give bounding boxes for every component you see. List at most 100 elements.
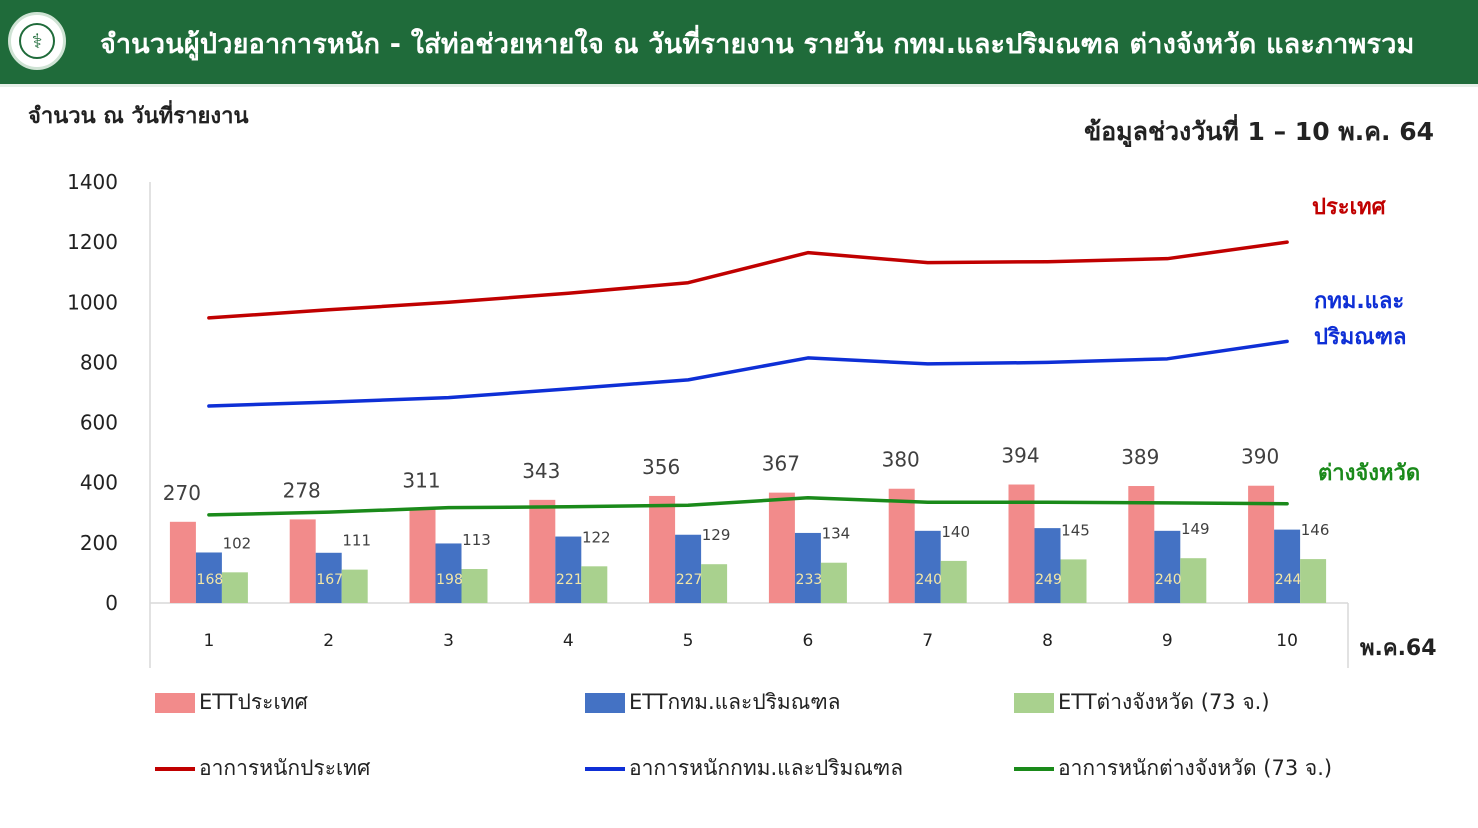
x-tick-label: 6 xyxy=(802,631,813,651)
bar-label-ett-bkk: 240 xyxy=(915,572,942,588)
bar-label-ett-bkk: 249 xyxy=(1035,572,1062,588)
bar-2 xyxy=(1300,559,1327,603)
legend-line-province: อาการหนักต่างจังหวัด (73 จ.) xyxy=(1014,752,1332,785)
bar-1 xyxy=(195,552,222,603)
y-tick-label: 600 xyxy=(80,411,118,435)
legend-label-line-country: อาการหนักประเทศ xyxy=(199,756,371,780)
bar-label-ett-province: 122 xyxy=(582,528,611,546)
legend-label-line-bkk: อาการหนักกทม.และปริมณฑล xyxy=(629,756,904,780)
bar-label-ett-country: 394 xyxy=(1001,444,1039,468)
x-tick-label: 5 xyxy=(683,631,694,651)
x-tick-label: 1 xyxy=(203,631,214,651)
x-tick-label: 2 xyxy=(323,631,334,651)
bar-label-ett-province: 145 xyxy=(1061,521,1090,539)
legend-line-country: อาการหนักประเทศ xyxy=(155,752,370,785)
bar-label-ett-bkk: 233 xyxy=(796,572,823,588)
bar-label-ett-bkk: 240 xyxy=(1155,572,1182,588)
bar-label-ett-bkk: 167 xyxy=(316,572,343,588)
x-tick-label: 9 xyxy=(1162,631,1173,651)
legend-swatch-ett-country xyxy=(155,692,195,713)
x-tick-label: 4 xyxy=(563,631,574,651)
bar-2 xyxy=(1060,559,1087,603)
legend-ett-country: ETTประเทศ xyxy=(155,686,308,719)
bar-1 xyxy=(555,536,582,603)
y-tick-label: 800 xyxy=(80,350,118,374)
y-tick-label: 1200 xyxy=(67,230,118,254)
bar-label-ett-country: 389 xyxy=(1121,445,1159,469)
legend-ett-bkk: ETTกทม.และปริมณฑล xyxy=(585,686,841,719)
bar-1 xyxy=(1274,529,1301,603)
legend-label-ett-country: ETTประเทศ xyxy=(199,690,308,714)
y-tick-label: 0 xyxy=(105,591,118,615)
y-tick-label: 1400 xyxy=(67,170,118,194)
caduceus-icon: ⚕ xyxy=(31,29,43,53)
bar-1 xyxy=(914,530,941,603)
bar-0 xyxy=(1128,486,1155,603)
x-tick-label: 7 xyxy=(922,631,933,651)
legend-swatch-ett-bkk xyxy=(585,692,625,713)
bar-0 xyxy=(1008,484,1035,603)
bar-label-ett-province: 134 xyxy=(822,525,851,543)
line-label-country: ประเทศ xyxy=(1312,195,1386,220)
bar-label-ett-country: 270 xyxy=(163,481,201,505)
line-label-province: ต่างจังหวัด xyxy=(1318,461,1421,486)
bar-label-ett-country: 367 xyxy=(762,452,800,476)
legend-label-ett-bkk: ETTกทม.และปริมณฑล xyxy=(629,690,841,714)
line-series-1 xyxy=(207,339,1289,408)
bar-label-ett-bkk: 168 xyxy=(197,572,224,588)
bar-0 xyxy=(768,492,795,603)
x-tick-label: 10 xyxy=(1276,631,1298,651)
bar-label-ett-country: 343 xyxy=(522,459,560,483)
bar-1 xyxy=(435,543,462,603)
bar-label-ett-bkk: 198 xyxy=(436,572,463,588)
bar-label-ett-bkk: 244 xyxy=(1275,572,1302,588)
bar-label-ett-province: 129 xyxy=(702,526,731,544)
bar-0 xyxy=(888,488,915,603)
bar-0 xyxy=(529,499,556,603)
page-title: จำนวนผู้ป่วยอาการหนัก - ใส่ท่อช่วยหายใจ … xyxy=(100,29,1415,60)
bar-label-ett-province: 111 xyxy=(342,532,371,550)
bar-0 xyxy=(289,519,316,603)
bar-1 xyxy=(675,534,702,603)
bar-label-ett-bkk: 227 xyxy=(676,572,703,588)
legend-line-bkk: อาการหนักกทม.และปริมณฑล xyxy=(585,752,903,785)
bar-0 xyxy=(169,521,196,603)
y-tick-label: 1000 xyxy=(67,290,118,314)
bar-label-ett-province: 102 xyxy=(223,534,252,552)
bar-1 xyxy=(315,552,342,603)
bar-2 xyxy=(820,562,847,603)
legend-label-line-province: อาการหนักต่างจังหวัด (73 จ.) xyxy=(1058,756,1333,780)
bar-2 xyxy=(461,569,488,603)
bar-label-ett-bkk: 221 xyxy=(556,572,583,588)
bar-label-ett-province: 113 xyxy=(462,531,491,549)
legend-swatch-line-province xyxy=(1014,766,1054,771)
bar-2 xyxy=(701,564,728,603)
bar-0 xyxy=(649,495,676,603)
bar-label-ett-country: 390 xyxy=(1241,445,1279,469)
bar-2 xyxy=(341,569,368,603)
x-tick-label: 3 xyxy=(443,631,454,651)
bar-1 xyxy=(1034,528,1061,603)
bar-label-ett-country: 356 xyxy=(642,455,680,479)
bar-label-ett-country: 278 xyxy=(283,478,321,502)
bar-label-ett-country: 380 xyxy=(882,448,920,472)
header-bar: ⚕ จำนวนผู้ป่วยอาการหนัก - ใส่ท่อช่วยหายใ… xyxy=(0,0,1478,84)
y-tick-label: 200 xyxy=(80,531,118,555)
legend-label-ett-province: ETTต่างจังหวัด (73 จ.) xyxy=(1058,690,1270,714)
bar-label-ett-province: 140 xyxy=(941,523,970,541)
bar-2 xyxy=(1180,558,1207,603)
legend-swatch-line-country xyxy=(155,766,195,771)
bar-label-ett-province: 146 xyxy=(1301,521,1330,539)
line-label-bkk-line2: ปริมณฑล xyxy=(1314,325,1407,350)
bar-2 xyxy=(940,560,967,603)
y-tick-label: 400 xyxy=(80,471,118,495)
line-label-bkk-line1: กทม.และ xyxy=(1314,289,1405,314)
bar-label-ett-country: 311 xyxy=(402,468,440,492)
bar-label-ett-province: 149 xyxy=(1181,520,1210,538)
logo-ring: ⚕ xyxy=(19,23,55,59)
legend-swatch-line-bkk xyxy=(585,766,625,771)
bar-1 xyxy=(1154,530,1181,603)
legend-ett-province: ETTต่างจังหวัด (73 จ.) xyxy=(1014,686,1270,719)
x-axis-unit: พ.ค.64 xyxy=(1360,636,1437,661)
